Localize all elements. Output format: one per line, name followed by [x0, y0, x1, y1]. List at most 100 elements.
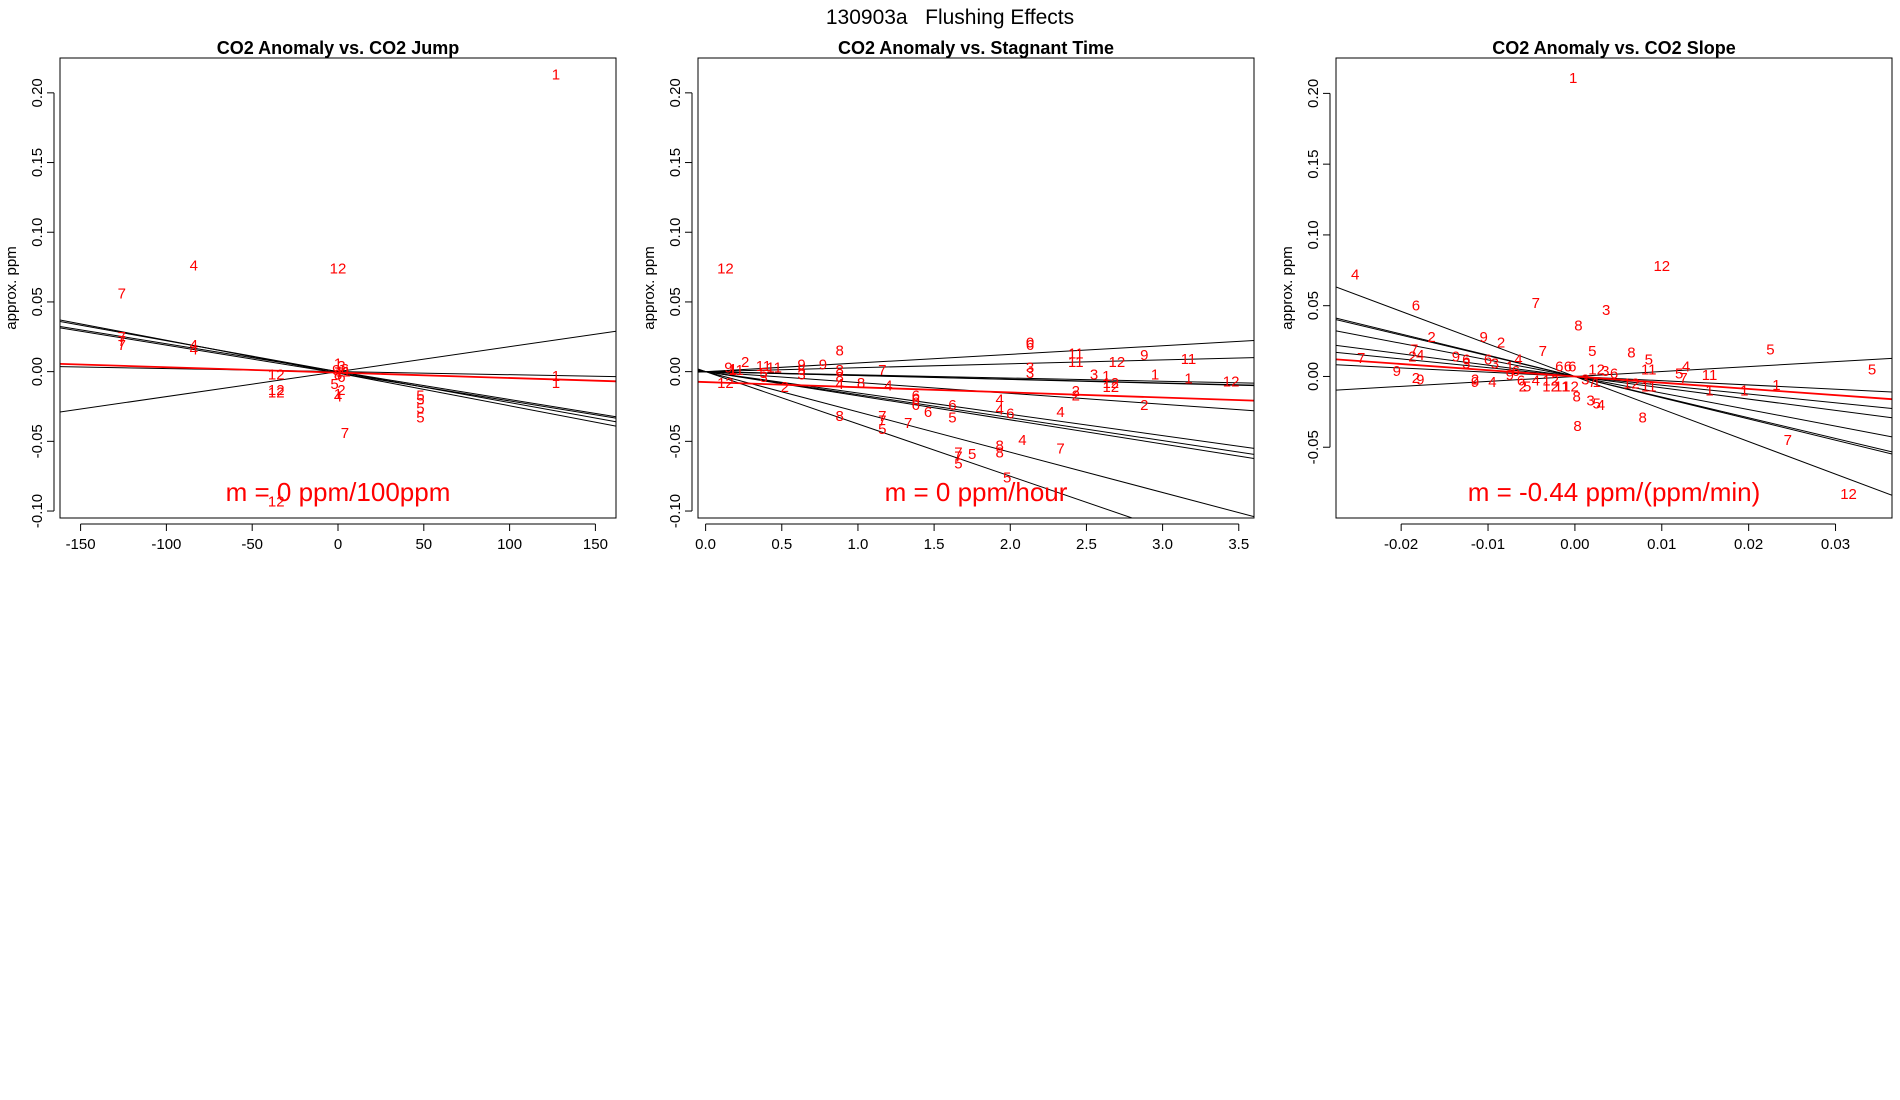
data-point: 8	[1638, 410, 1646, 427]
y-tick-label: 0.00	[1305, 362, 1322, 391]
data-point: 1	[1102, 368, 1110, 385]
data-point: 7	[904, 415, 912, 432]
x-tick-label: 0.5	[771, 536, 792, 553]
data-point: 11	[1554, 378, 1570, 395]
x-axis: 0.0 0.5 1.0 1.5 2.0 2.5 3.0 3.5	[695, 523, 1249, 553]
data-point: 4	[190, 341, 198, 358]
data-point: 7	[118, 286, 126, 303]
data-point: 1	[1184, 371, 1192, 388]
data-point: 1	[729, 361, 737, 378]
data-point: 11	[1068, 354, 1084, 371]
x-tick-label: 0.02	[1734, 536, 1763, 553]
y-tick-label: 0.15	[667, 148, 684, 177]
x-tick-label: 1.5	[924, 536, 945, 553]
data-point: 4	[334, 389, 342, 406]
data-point: 11	[756, 358, 772, 375]
data-point: 0	[1026, 334, 1034, 351]
data-point: 3	[1601, 363, 1609, 380]
data-point: 12	[330, 260, 347, 277]
data-point: 8	[995, 438, 1003, 455]
x-tick-label: 150	[583, 536, 608, 553]
data-point: 7	[1056, 440, 1064, 457]
data-point: 8	[1573, 418, 1581, 435]
fit-line	[698, 370, 1254, 387]
data-point: 11	[728, 362, 744, 379]
data-point: 11	[1702, 367, 1718, 384]
x-tick-label: 100	[497, 536, 522, 553]
data-point: 5	[1675, 366, 1683, 383]
fit-line	[1336, 357, 1892, 391]
data-point: 1	[552, 67, 560, 84]
fit-line	[1336, 286, 1892, 496]
data-point: 7	[341, 425, 349, 442]
data-point: 4	[190, 258, 198, 275]
chart-panel-2: CO2 Anomaly vs. Stagnant Time approx. ppm…	[641, 38, 1255, 553]
data-point: 8	[334, 366, 342, 383]
data-point: 1	[334, 386, 342, 403]
data-point: 7	[878, 412, 886, 429]
data-point: 12	[1653, 258, 1670, 275]
data-point: 4	[1018, 432, 1026, 449]
data-point: 9	[724, 359, 732, 376]
data-point: 9	[1471, 374, 1479, 391]
fit-line	[698, 370, 1254, 449]
data-point: 7	[1588, 374, 1596, 391]
data-point: 5	[1645, 351, 1653, 368]
data-point: 12	[1542, 378, 1559, 395]
data-point: 12	[1109, 354, 1126, 371]
x-tick-label: 2.0	[1000, 536, 1021, 553]
data-point: 1	[1151, 366, 1159, 383]
data-point: 9	[1480, 329, 1488, 346]
data-point: 8	[835, 369, 843, 386]
y-axis: -0.10 -0.05 0.00 0.05 0.10 0.15 0.20	[667, 78, 693, 528]
data-point: 5	[1003, 470, 1011, 487]
data-point: 7	[878, 362, 886, 379]
data-point: 2	[337, 382, 345, 399]
data-point: 4	[1682, 359, 1690, 376]
data-point: 5	[797, 362, 805, 379]
data-point: 12	[1840, 486, 1857, 503]
data-point: 9	[1416, 371, 1424, 388]
data-point: 8	[995, 444, 1003, 461]
data-point: 9	[1393, 363, 1401, 380]
chart-title: CO2 Anomaly vs. CO2 Slope	[1492, 38, 1735, 58]
data-point: 1	[1705, 383, 1713, 400]
data-point: 4	[1351, 267, 1359, 284]
data-point: 11	[335, 364, 351, 381]
data-point: 7	[118, 337, 126, 354]
data-point: 4	[1488, 374, 1496, 391]
data-point: 8	[835, 343, 843, 360]
y-tick-label: -0.10	[667, 494, 684, 528]
data-point: 7	[1539, 343, 1547, 360]
y-tick-label: 0.05	[1305, 291, 1322, 320]
fit-line	[1336, 330, 1892, 438]
x-tick-label: 3.0	[1152, 536, 1173, 553]
fit-line	[1336, 319, 1892, 453]
data-point: 1	[1506, 359, 1514, 376]
fit-line	[1336, 344, 1892, 419]
data-point: 1	[1592, 374, 1600, 391]
data-point: 8	[1627, 344, 1635, 361]
data-point: 2	[1427, 329, 1435, 346]
data-point: 5	[416, 400, 424, 417]
data-point: 5	[416, 410, 424, 427]
data-point: 6	[1462, 351, 1470, 368]
data-point: 5	[330, 376, 338, 393]
data-point: 5	[1592, 395, 1600, 412]
data-point: 3	[759, 369, 767, 386]
data-point: 5	[1766, 342, 1774, 359]
data-point: 7	[1532, 295, 1540, 312]
y-tick-label: 0.15	[1305, 150, 1322, 179]
data-point: 6	[924, 404, 932, 421]
y-tick-label: 0.20	[29, 78, 46, 107]
data-point: 7	[1679, 370, 1687, 387]
x-tick-label: 50	[415, 536, 432, 553]
data-point: 7	[1784, 432, 1792, 449]
data-point: 9	[1140, 347, 1148, 364]
data-point: 6	[912, 387, 920, 404]
data-point: 5	[1868, 361, 1876, 378]
